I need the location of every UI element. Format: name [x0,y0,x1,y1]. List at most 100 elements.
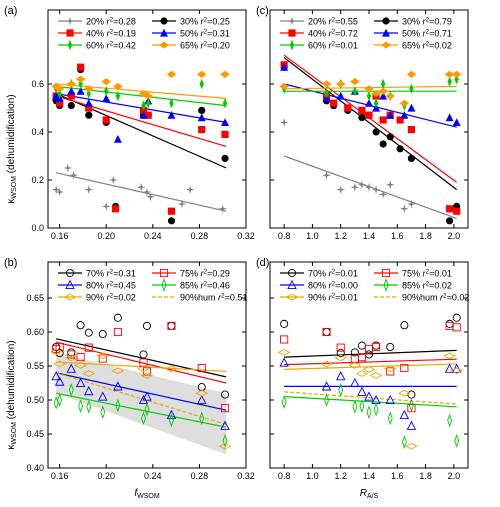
x-tick-label: 1.4 [363,471,376,481]
point-75% [386,367,395,376]
point-90% [334,354,348,362]
point-60% [104,86,109,97]
point-90% [140,372,154,379]
point-75% [76,353,85,362]
fit-line-85% [56,392,227,428]
legend-item-85%: 85% r2=0.46 [152,278,230,292]
point-80% [385,394,395,405]
legend-item-40%: 40% r2=0.72 [280,29,358,39]
legend-item-65%: 65% r2=0.02 [374,41,452,51]
point-75% [113,327,122,337]
point-20% [69,170,79,180]
legend-item-90%: 90% r2=0.02 [58,293,136,303]
legend-marker [285,293,299,301]
point-80% [142,391,152,401]
panel-label: (a) [4,5,17,17]
point-80% [66,363,77,373]
point-85% [115,398,121,413]
point-75% [322,327,331,337]
x-tick-label: 0.8 [278,471,291,481]
legend-item-80%: 80% r2=0.45 [58,279,136,291]
plot-area [279,54,462,225]
point-90% [405,442,418,450]
point-85% [144,402,150,417]
legend-item-40%: 40% r2=0.19 [58,29,136,39]
point-70% [280,319,289,328]
point-90% [355,370,369,377]
point-40% [396,116,404,124]
point-60% [222,98,228,109]
point-75% [400,363,409,373]
point-65% [75,75,86,83]
point-85% [86,399,92,414]
x-tick-label: 0.20 [97,471,115,481]
point-80% [364,391,374,401]
point-30% [85,111,93,119]
point-20% [101,202,111,211]
point-50% [167,111,176,119]
x-tick-label: 0.16 [51,231,69,241]
fit-line-85% [284,396,457,408]
point-80% [51,371,61,381]
point-70% [322,327,331,337]
point-40% [344,104,352,112]
point-60% [352,86,358,97]
x-tick-label: 0.24 [144,231,162,241]
point-30% [167,217,176,225]
legend-label: 20% r2=0.28 [86,17,136,27]
legend-label: 50% r2=0.71 [402,29,452,39]
point-20% [407,199,416,209]
point-60% [447,76,452,87]
legend-item-50%: 50% r2=0.31 [152,29,230,39]
point-75% [67,350,76,359]
legend-item-75%: 75% r2=0.01 [374,269,452,279]
legend-label: 50% r2=0.31 [180,29,230,39]
plot-area [277,313,464,450]
legend-marker [160,17,168,25]
fit-line-75% [56,341,227,384]
point-40% [221,130,229,138]
point-75% [357,353,366,362]
fit-line-90%hum [284,391,457,405]
point-75% [220,404,230,413]
point-60% [324,88,329,99]
point-70% [445,319,454,328]
point-85% [373,402,379,417]
point-75% [84,343,93,352]
point-20% [146,192,155,202]
legend-item-80%: 80% r2=0.00 [280,279,358,291]
point-50% [67,87,76,95]
point-80% [98,391,108,401]
point-90% [218,442,232,450]
point-75% [98,354,107,363]
x-tick-label: 0.28 [191,231,209,241]
x-tick-label: 1.6 [391,471,404,481]
legend-marker [159,268,169,278]
point-85% [169,413,174,428]
point-85% [338,382,344,397]
point-90% [398,389,411,397]
fit-line-20% [56,172,227,212]
point-80% [444,363,455,373]
fit-line-30% [55,93,227,169]
point-50% [139,111,148,119]
point-20% [279,118,289,127]
point-60% [141,100,146,111]
point-50% [102,94,111,102]
legend-item-65%: 65% r2=0.20 [152,41,230,51]
legend-item-60%: 60% r2=0.42 [58,39,136,51]
legend: 70% r2=0.01 75% r2=0.01 80% r2=0.00 85% r2=… [280,269,469,303]
point-90% [49,348,63,356]
point-85% [454,433,460,448]
legend-marker [381,41,391,49]
point-70% [142,321,152,330]
fit-line-75% [284,358,457,366]
point-85% [281,395,287,409]
point-50% [445,113,454,122]
legend-label: 90%hum r2=0.02 [402,293,469,303]
point-40% [453,207,461,215]
legend-marker [287,16,297,26]
point-50% [386,111,395,119]
point-65% [371,90,381,98]
legend-marker [161,278,167,292]
